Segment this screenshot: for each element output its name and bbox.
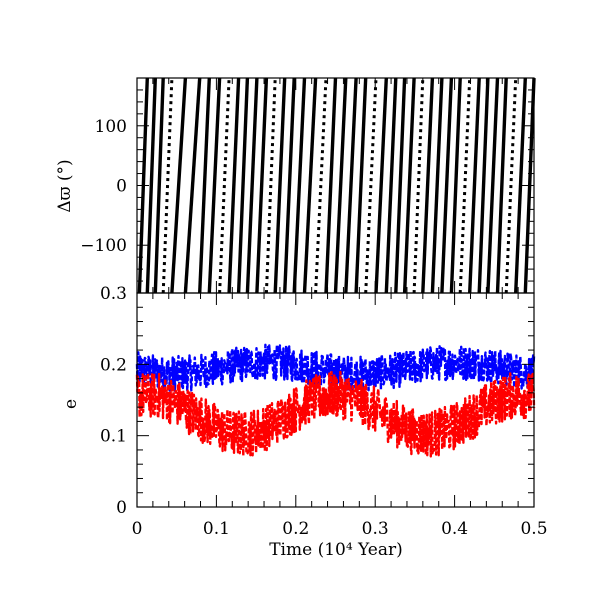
angle-series-segment <box>236 77 250 294</box>
angle-series-segment <box>495 77 508 294</box>
top-y-tick-label: 100 <box>95 117 127 137</box>
angle-series-segment <box>161 77 174 294</box>
angle-series-segment <box>514 77 527 294</box>
x-tick-label: 0 <box>132 519 143 539</box>
angle-series-segment <box>198 77 211 294</box>
angle-series-segment <box>292 77 307 294</box>
angle-series-segment <box>273 77 287 294</box>
angle-series-segment <box>183 77 202 294</box>
top-ylabel: Δϖ (°) <box>55 159 75 212</box>
angle-series-segment <box>153 77 165 294</box>
x-tick-label: 0.5 <box>520 519 547 539</box>
angle-series-segment <box>354 77 368 294</box>
x-tick-label: 0.2 <box>282 519 309 539</box>
angle-series-segment <box>468 77 481 294</box>
top-panel-data <box>137 77 536 294</box>
bottom-y-tick-label: 0.3 <box>100 284 127 304</box>
angle-series-segment <box>302 77 318 294</box>
angle-series-segment <box>324 77 338 294</box>
angle-series-segment <box>394 77 407 294</box>
angle-series-segment <box>255 77 269 294</box>
angle-series-segment <box>218 77 231 294</box>
axes-group <box>136 77 535 508</box>
angle-series-segment <box>170 77 188 294</box>
angle-series-segment <box>374 77 388 294</box>
angle-series-segment <box>402 77 416 294</box>
angle-series-segment <box>440 77 454 294</box>
angle-series-segment <box>421 77 435 294</box>
x-tick-label: 0.1 <box>203 519 230 539</box>
angle-series-segment <box>314 77 328 294</box>
angle-series-segment <box>364 77 378 294</box>
angle-series-segment <box>333 77 348 294</box>
top-y-tick-label: 0 <box>116 177 127 197</box>
angle-series-segment <box>245 77 259 294</box>
angle-series-segment <box>145 77 157 294</box>
angle-series-segment <box>486 77 500 294</box>
angle-series-segment <box>449 77 462 294</box>
angle-series-segment <box>264 77 277 294</box>
bottom-y-tick-label: 0.2 <box>100 355 127 375</box>
angle-series-segment <box>412 77 425 294</box>
bottom-panel-data <box>135 343 536 458</box>
angle-series-segment <box>477 77 490 294</box>
angle-series-segment <box>458 77 472 294</box>
angle-series-segment <box>504 77 518 294</box>
eccentricity-series-red <box>135 370 536 458</box>
bottom-y-tick-label: 0 <box>116 498 127 518</box>
top-y-tick-label: −100 <box>80 236 127 256</box>
bottom-y-tick-label: 0.1 <box>100 427 127 447</box>
angle-series-segment <box>283 77 296 294</box>
tick-labels: 100 0 −100 0 0.1 0.2 0.3 0 0.1 0.2 0.3 0.4 0.5 <box>80 117 547 539</box>
bottom-ylabel: e <box>61 399 81 409</box>
angle-series-segment <box>430 77 444 294</box>
angle-series-segment <box>384 77 398 294</box>
x-tick-label: 0.3 <box>362 519 389 539</box>
angle-series-segment <box>227 77 241 294</box>
x-tick-label: 0.4 <box>441 519 468 539</box>
x-axis-title: Time (10⁴ Year) <box>269 540 403 560</box>
bottom-plot-frame <box>136 292 535 508</box>
angle-series-segment <box>344 77 358 294</box>
angle-series-segment <box>207 77 222 294</box>
